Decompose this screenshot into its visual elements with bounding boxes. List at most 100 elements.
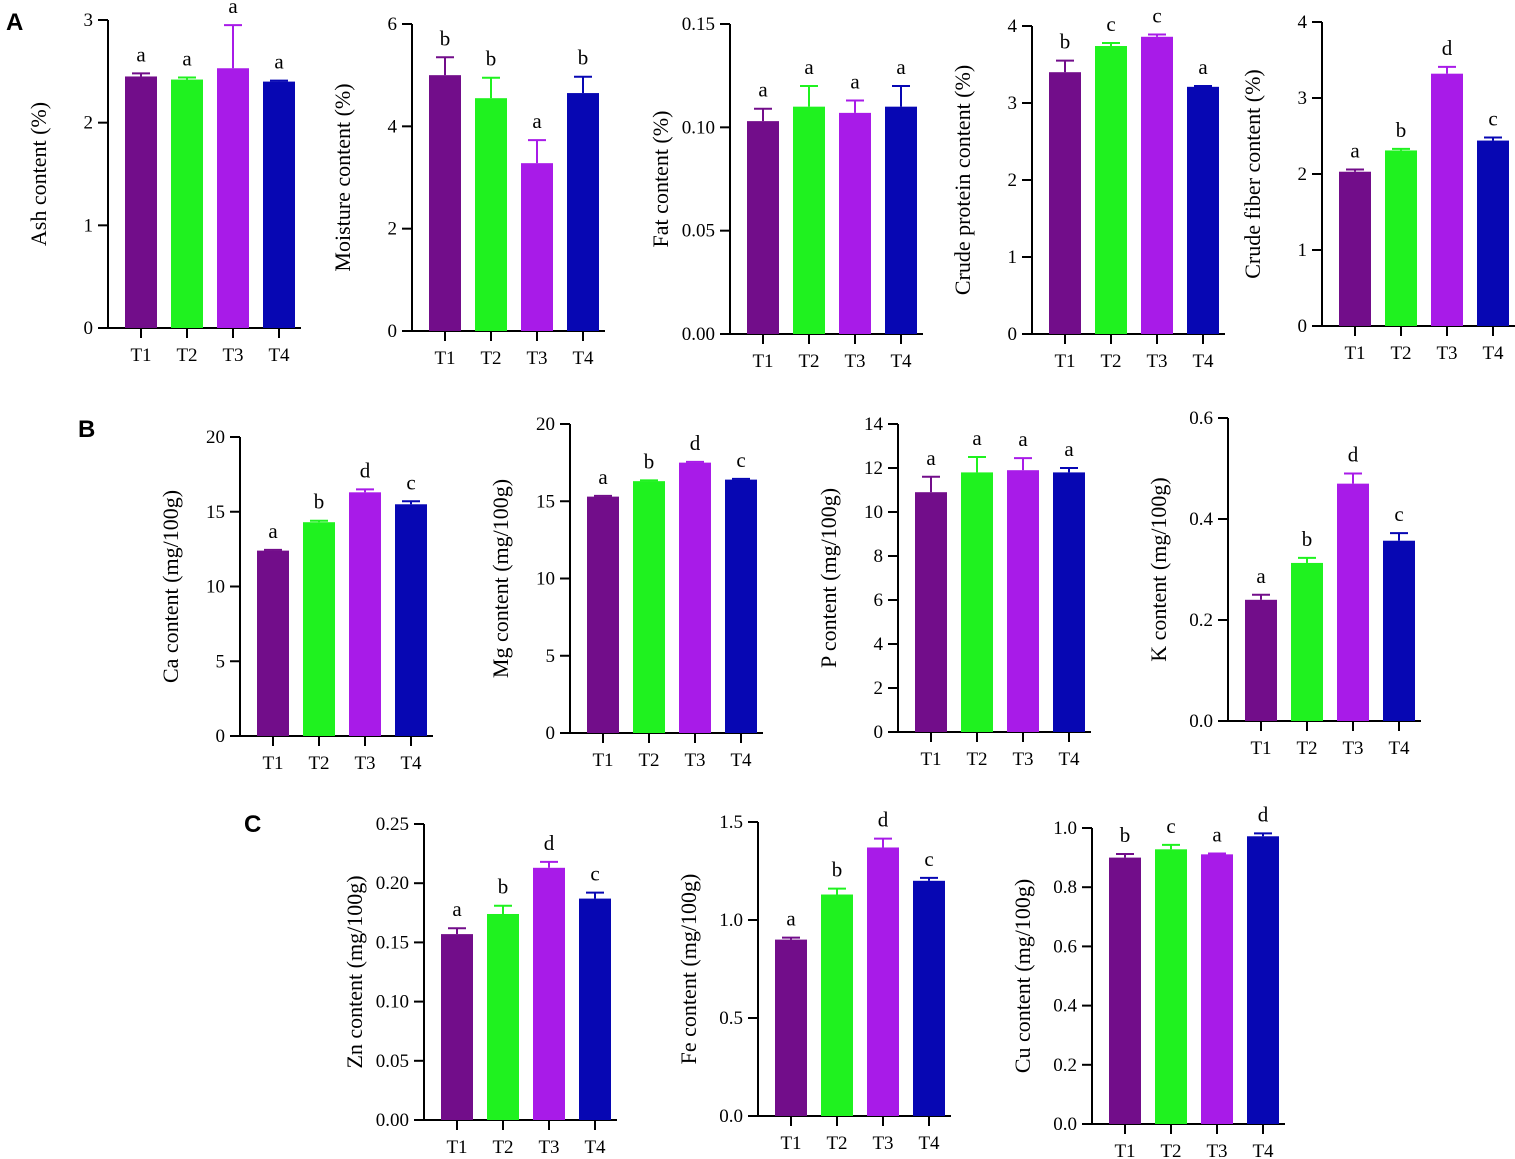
bar <box>1155 849 1187 1124</box>
y-axis-label: Zn content (mg/100g) <box>342 875 367 1068</box>
significance-letter: d <box>360 458 371 482</box>
significance-letter: a <box>452 897 462 921</box>
y-tick-label: 0.15 <box>376 932 409 953</box>
x-tick-label: T2 <box>480 348 501 369</box>
y-tick-label: 3 <box>1008 93 1018 114</box>
bar <box>1187 86 1219 334</box>
chart-12: 0.0 0.2 0.4 0.6 0.8 1.0 Cu content (mg/100g) b T… <box>1010 802 1285 1159</box>
x-tick-label: T1 <box>920 749 941 770</box>
y-tick-label: 4 <box>1008 16 1018 37</box>
y-axis-label: Fe content (mg/100g) <box>676 874 701 1065</box>
bar <box>725 479 757 733</box>
significance-letter: d <box>1258 802 1269 826</box>
bar <box>1049 72 1081 334</box>
bar <box>1201 854 1233 1124</box>
significance-letter: a <box>896 55 906 79</box>
y-tick-label: 4 <box>1298 12 1308 33</box>
bar <box>217 68 249 329</box>
panel-letter-c: C <box>244 811 261 838</box>
x-tick-label: T1 <box>262 753 283 774</box>
y-tick-label: 0.6 <box>1053 936 1077 957</box>
significance-letter: b <box>832 858 843 882</box>
significance-letter: a <box>1256 564 1266 588</box>
y-tick-label: 15 <box>206 502 225 523</box>
y-tick-label: 0.20 <box>376 873 409 894</box>
bar <box>1007 470 1039 732</box>
y-tick-label: 0.6 <box>1189 408 1213 429</box>
y-tick-label: 0 <box>1298 316 1308 337</box>
x-tick-label: T1 <box>434 348 455 369</box>
x-tick-label: T4 <box>918 1133 940 1154</box>
y-tick-label: 0.10 <box>682 117 715 138</box>
significance-letter: d <box>1442 36 1453 60</box>
chart-8: 0 2 4 6 8 10 12 14 P content (mg/100g) a T1 a T2 a T3 a… <box>816 414 1091 770</box>
y-tick-label: 0 <box>874 722 884 743</box>
y-tick-label: 10 <box>864 502 883 523</box>
x-tick-label: T4 <box>584 1137 606 1158</box>
bar <box>533 867 565 1120</box>
bar <box>125 76 157 328</box>
bar <box>349 492 381 736</box>
x-tick-label: T1 <box>1114 1141 1135 1159</box>
significance-letter: b <box>1120 823 1131 847</box>
bar <box>1245 599 1277 721</box>
significance-letter: c <box>1152 3 1161 27</box>
x-tick-label: T4 <box>1192 351 1214 372</box>
y-tick-label: 1 <box>84 215 94 236</box>
y-tick-label: 1.0 <box>719 910 743 931</box>
bar <box>1339 171 1371 326</box>
y-tick-label: 14 <box>864 414 884 435</box>
significance-letter: d <box>1348 443 1359 467</box>
y-axis-label: Ash content (%) <box>26 102 51 246</box>
significance-letter: b <box>498 875 509 899</box>
x-tick-label: T1 <box>1250 738 1271 759</box>
bar <box>747 121 779 334</box>
bar <box>839 112 871 334</box>
significance-letter: d <box>544 831 555 855</box>
bar <box>633 481 665 733</box>
bar <box>579 898 611 1120</box>
y-tick-label: 15 <box>536 491 555 512</box>
y-tick-label: 0.15 <box>682 14 715 35</box>
significance-letter: a <box>972 426 982 450</box>
y-axis-label: Mg content (mg/100g) <box>488 479 513 678</box>
y-tick-label: 0 <box>388 321 398 342</box>
bar <box>1053 472 1085 732</box>
y-tick-label: 0.5 <box>719 1008 743 1029</box>
bar <box>1383 540 1415 721</box>
x-tick-label: T2 <box>1296 738 1317 759</box>
y-axis-label: Cu content (mg/100g) <box>1010 879 1035 1073</box>
bar <box>487 913 519 1120</box>
bar <box>303 522 335 736</box>
y-tick-label: 0.05 <box>376 1051 409 1072</box>
bar <box>775 939 807 1116</box>
significance-letter: a <box>598 465 608 489</box>
significance-letter: c <box>1106 12 1115 36</box>
significance-letter: a <box>1018 427 1028 451</box>
significance-letter: a <box>758 78 768 102</box>
bar <box>1337 483 1369 721</box>
bar <box>867 847 899 1116</box>
y-tick-label: 2 <box>874 678 884 699</box>
chart-4: 0 1 2 3 4 Crude protein content (%) b T1 c T2 c T3 a… <box>950 3 1225 372</box>
x-tick-label: T1 <box>446 1137 467 1158</box>
y-tick-label: 0.0 <box>1053 1114 1077 1135</box>
significance-letter: a <box>274 50 284 74</box>
x-tick-label: T1 <box>780 1133 801 1154</box>
significance-letter: a <box>228 0 238 18</box>
panel-letter-a: A <box>6 9 23 36</box>
x-tick-label: T3 <box>1342 738 1363 759</box>
panel-letter-b: B <box>78 416 95 443</box>
y-tick-label: 0.4 <box>1053 996 1077 1017</box>
chart-1: 0 1 2 3 Ash content (%) a T1 a T2 a T3 a T4 <box>26 0 301 366</box>
bar <box>171 79 203 329</box>
y-tick-label: 2 <box>388 219 398 240</box>
significance-letter: a <box>850 69 860 93</box>
y-tick-label: 3 <box>1298 88 1308 109</box>
chart-2: 0 2 4 6 Moisture content (%) b T1 b T2 a T3 b T4 <box>330 14 605 369</box>
x-tick-label: T4 <box>1252 1141 1274 1159</box>
y-tick-label: 6 <box>388 14 398 35</box>
x-tick-label: T1 <box>1054 351 1075 372</box>
significance-letter: c <box>1394 502 1403 526</box>
bar <box>793 106 825 335</box>
